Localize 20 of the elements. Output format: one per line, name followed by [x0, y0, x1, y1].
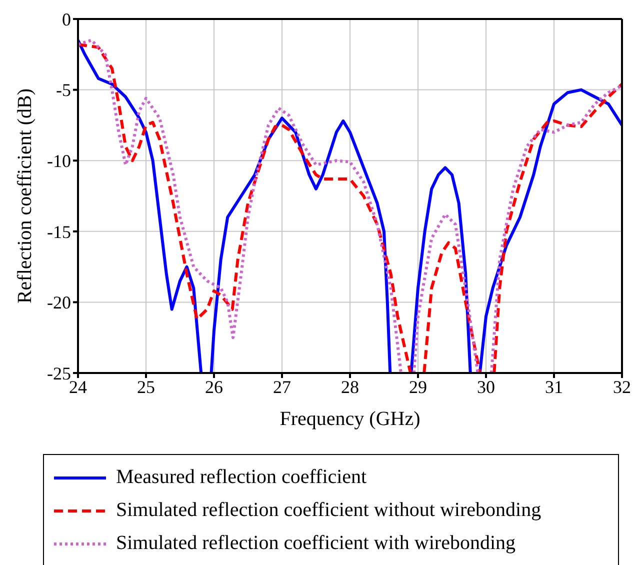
x-tick-label: 25 [137, 376, 155, 397]
x-tick-label: 28 [341, 376, 359, 397]
x-tick-label: 30 [477, 376, 495, 397]
y-tick-label: -10 [47, 150, 71, 171]
y-tick-label: -5 [56, 80, 71, 100]
legend-label: Simulated reflection coefficient without wirebonding [116, 499, 542, 522]
x-tick-label: 26 [205, 376, 223, 397]
x-tick-label: 29 [409, 376, 427, 397]
y-tick-label: -25 [47, 363, 71, 384]
y-tick-label: 0 [62, 9, 71, 30]
x-tick-label: 31 [545, 376, 563, 397]
y-axis-title: Reflection coefficient (dB) [14, 88, 36, 304]
x-axis-title: Frequency (GHz) [280, 408, 420, 430]
y-tick-label: -20 [47, 292, 71, 313]
y-tick-label: -15 [47, 222, 71, 242]
x-tick-label: 32 [613, 376, 631, 397]
legend-label: Measured reflection coefficient [116, 466, 367, 489]
x-tick-label: 27 [273, 376, 291, 397]
x-tick-label: 24 [69, 376, 87, 397]
legend-label: Simulated reflection coefficient with wirebonding [116, 532, 516, 555]
